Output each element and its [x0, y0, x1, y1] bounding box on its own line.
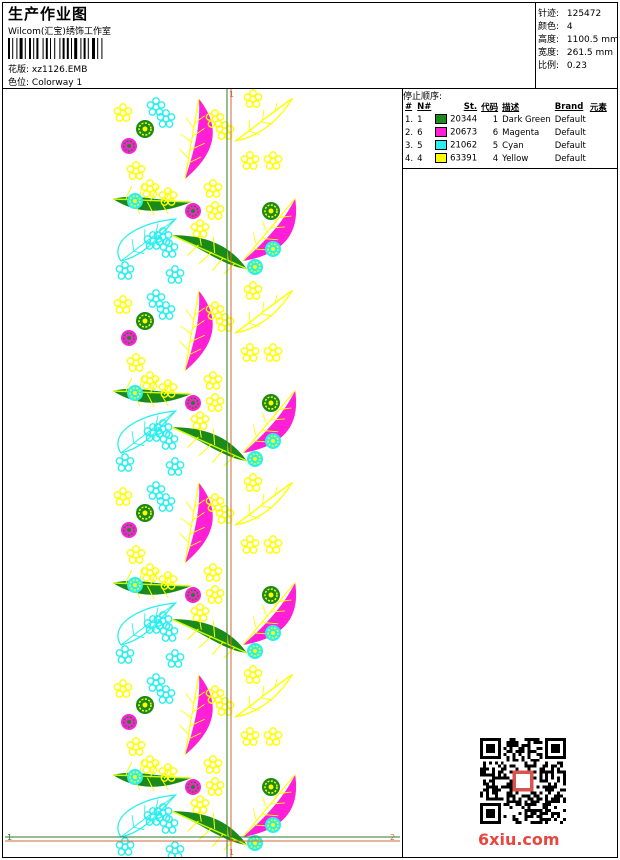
header-column-divider [535, 2, 536, 88]
stop-sequence-title: 停止顺序: [403, 92, 443, 102]
embroidery-design-preview [3, 89, 402, 857]
header-n: N# [417, 101, 432, 112]
row-elem [588, 139, 609, 152]
header-elem: 元素 [589, 102, 607, 113]
row-desc: Yellow [502, 153, 529, 164]
row-n: 1 [417, 114, 423, 125]
stat-value: 261.5 mm [566, 48, 614, 58]
row-desc: Cyan [502, 140, 524, 151]
stat-value: 4 [566, 22, 573, 32]
row-num: 1. [405, 114, 414, 125]
stat-value: 0.23 [566, 61, 587, 71]
stat-label: 宽度: [538, 48, 560, 58]
watermark-logo: 6xiu.com [478, 830, 560, 849]
page-title: 生产作业图 [8, 5, 89, 23]
row-code: 6 [492, 127, 499, 138]
stat-colors: 颜色: 4 [538, 19, 573, 32]
row-code: 5 [492, 140, 499, 151]
qr-code [480, 738, 566, 824]
bottom-marker: 1 [229, 848, 235, 857]
row-elem [588, 126, 609, 139]
design-label: 花版: [8, 65, 30, 75]
colorway-value: Colorway 1 [31, 78, 83, 88]
stat-height: 高度: 1100.5 mm [538, 32, 619, 45]
design-file-line: 花版: xz1126.EMB [8, 62, 87, 75]
row-brand: Default [554, 114, 586, 125]
panel-divider [402, 89, 403, 857]
row-code: 1 [492, 114, 499, 125]
colorway-line: 色位: Colorway 1 [8, 75, 82, 88]
row-desc: Dark Green [502, 114, 551, 125]
stat-value: 1100.5 mm [566, 35, 619, 45]
stat-label: 颜色: [538, 22, 560, 32]
stat-label: 针迹: [538, 9, 560, 19]
header-divider [2, 88, 618, 89]
header-brand: Brand [554, 101, 584, 112]
color-swatch [435, 114, 448, 125]
row-st-value: 63391 [450, 153, 478, 164]
barcode [8, 38, 103, 59]
color-sequence-table: # N# St. 代码 描述 Brand 元素 1. 1 20344 1 Dark G… [403, 100, 609, 165]
header-code: 代码 [481, 102, 499, 113]
table-row: 3. 5 21062 5 Cyan Default [403, 139, 609, 152]
row-st: 20344 [433, 113, 479, 126]
row-n: 5 [417, 140, 423, 151]
table-row: 4. 4 63391 4 Yellow Default [403, 152, 609, 165]
row-st-value: 20673 [450, 127, 478, 138]
row-st-value: 20344 [450, 114, 478, 125]
row-n: 4 [417, 153, 423, 164]
stat-label: 高度: [538, 35, 560, 45]
row-elem [588, 152, 609, 165]
colorway-label: 色位: [8, 78, 30, 88]
embroidery-motif [113, 666, 300, 857]
top-marker: 1 [229, 90, 235, 99]
row-num: 4. [405, 153, 414, 164]
stat-width: 宽度: 261.5 mm [538, 45, 613, 58]
stat-stitches: 针迹: 125472 [538, 6, 601, 19]
table-header-row: # N# St. 代码 描述 Brand 元素 [403, 100, 609, 113]
row-brand: Default [554, 127, 586, 138]
stat-value: 125472 [566, 9, 602, 19]
table-row: 1. 1 20344 1 Dark Green Default [403, 113, 609, 126]
row-st: 63391 [433, 152, 479, 165]
header-num: # [405, 101, 413, 112]
embroidery-motif [113, 282, 300, 485]
start-marker: 1 [7, 833, 13, 842]
table-divider [403, 168, 618, 169]
row-elem [588, 113, 609, 126]
stat-scale: 比例: 0.23 [538, 58, 587, 71]
row-brand: Default [554, 153, 586, 164]
stat-label: 比例: [538, 61, 560, 71]
row-num: 3. [405, 140, 414, 151]
design-value: xz1126.EMB [31, 65, 88, 75]
color-swatch [435, 153, 448, 164]
row-code: 4 [492, 153, 499, 164]
end-marker: 2 [390, 833, 396, 842]
row-n: 6 [417, 127, 423, 138]
color-swatch [435, 127, 448, 138]
row-desc: Magenta [502, 127, 540, 138]
studio-subtitle: Wilcom(汇宝)绣饰工作室 [8, 27, 111, 37]
color-swatch [435, 140, 448, 151]
embroidery-artwork [5, 89, 400, 857]
embroidery-motif [113, 474, 300, 677]
row-st: 20673 [433, 126, 479, 139]
header-desc: 描述 [502, 102, 520, 113]
row-st: 21062 [433, 139, 479, 152]
table-row: 2. 6 20673 6 Magenta Default [403, 126, 609, 139]
embroidery-motif [113, 90, 300, 293]
row-st-value: 21062 [450, 140, 478, 151]
header-st: St. [463, 101, 478, 112]
row-num: 2. [405, 127, 414, 138]
row-brand: Default [554, 140, 586, 151]
